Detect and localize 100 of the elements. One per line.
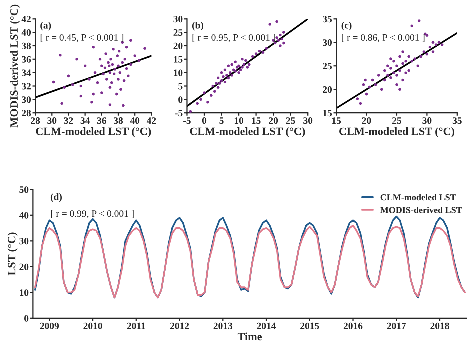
point <box>127 74 130 78</box>
point <box>396 84 398 86</box>
point <box>117 78 120 81</box>
point <box>416 64 420 68</box>
annotation: (d) <box>50 194 62 202</box>
point <box>76 58 78 61</box>
point <box>226 74 228 77</box>
legend-label: MODIS-derived LST <box>380 206 462 214</box>
y-tick-label: 36 <box>22 56 32 63</box>
annotation: (a) <box>40 22 52 31</box>
point <box>80 84 83 88</box>
point <box>90 100 94 104</box>
point <box>144 47 146 50</box>
point <box>248 63 251 66</box>
point <box>398 55 402 58</box>
point <box>365 92 368 96</box>
x-tick-label: 5 <box>220 118 224 124</box>
point <box>203 92 206 94</box>
x-tick-label: 20 <box>269 118 278 124</box>
point <box>88 78 91 81</box>
point <box>374 84 378 86</box>
point <box>386 64 390 68</box>
point <box>402 50 404 54</box>
y-tick-label: 20 <box>20 264 29 270</box>
point <box>67 74 70 78</box>
point <box>265 47 268 50</box>
point <box>216 76 220 80</box>
point <box>122 104 125 108</box>
annotation: [ r = 0.45, P < 0.001 ] <box>40 34 124 42</box>
y-tick-label: 0 <box>178 96 183 104</box>
point <box>224 68 227 72</box>
x-tick-label: 20 <box>362 118 372 124</box>
point <box>386 74 390 77</box>
y-axis-title: MODIS-derived LST (°C) <box>10 4 20 128</box>
point <box>384 69 386 72</box>
point <box>410 24 414 28</box>
y-tick-label: 30 <box>22 96 32 104</box>
point <box>392 72 396 75</box>
point <box>418 20 421 22</box>
point <box>122 79 126 82</box>
x-tick-label: 25 <box>392 118 402 124</box>
x-tick-label: 30 <box>422 118 432 124</box>
point <box>117 64 120 68</box>
point <box>230 63 234 66</box>
y-tick-label: 5 <box>178 83 183 90</box>
point <box>106 78 108 81</box>
annotation: [ r = 0.86, P < 0.001 ] <box>342 34 425 42</box>
point <box>213 90 216 94</box>
point <box>94 71 97 74</box>
point <box>241 58 244 61</box>
point <box>71 84 74 86</box>
point <box>108 71 112 74</box>
y-tick-label: -5 <box>175 110 183 117</box>
point <box>426 52 429 56</box>
x-tick-label: 0 <box>202 118 207 124</box>
y-axis-title: LST (°C) <box>8 232 18 276</box>
point <box>238 71 240 74</box>
x-tick-label: 2013 <box>214 322 233 330</box>
x-axis-title: CLM-modeled LST (°C) <box>340 127 454 138</box>
x-tick-label: 40 <box>130 118 140 124</box>
point <box>230 74 234 77</box>
y-tick-label: 0 <box>24 315 29 322</box>
x-tick-label: 2015 <box>300 322 320 330</box>
point <box>404 72 408 75</box>
point <box>114 68 117 71</box>
x-tick-label: 2017 <box>387 322 406 330</box>
x-axis-title: CLM-modeled LST (°C) <box>190 127 306 138</box>
point <box>236 66 239 69</box>
point <box>120 88 122 91</box>
x-tick-label: 15 <box>252 118 261 124</box>
x-tick-label: 32 <box>64 118 74 124</box>
point <box>356 98 360 100</box>
point <box>254 52 258 56</box>
point <box>432 41 435 44</box>
point <box>224 80 227 84</box>
point <box>112 72 116 76</box>
point <box>124 58 127 61</box>
point <box>364 78 367 82</box>
y-tick-label: 32 <box>22 83 31 90</box>
x-tick-label: 2014 <box>257 322 276 330</box>
x-tick-label: 42 <box>146 118 156 124</box>
point <box>108 86 112 89</box>
point <box>282 42 286 45</box>
point <box>398 88 402 91</box>
point <box>229 71 232 74</box>
y-tick-label: 28 <box>22 110 32 117</box>
point <box>104 52 108 56</box>
point <box>84 64 87 68</box>
point <box>420 55 423 58</box>
point <box>92 46 96 49</box>
x-tick-label: 15 <box>332 118 342 124</box>
point <box>359 102 362 106</box>
point <box>108 104 112 106</box>
y-tick-label: 15 <box>323 110 332 117</box>
x-tick-label: 34 <box>80 118 90 124</box>
x-tick-label: 28 <box>31 118 40 124</box>
point <box>220 71 224 74</box>
point <box>121 61 124 64</box>
point <box>215 82 218 85</box>
point <box>98 58 102 61</box>
